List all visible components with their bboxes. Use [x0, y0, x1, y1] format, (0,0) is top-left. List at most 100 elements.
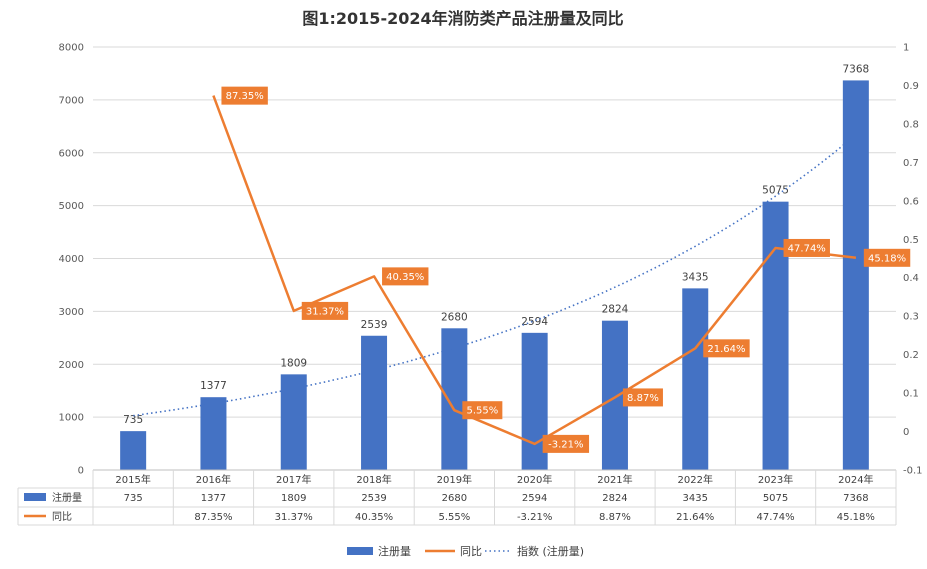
line-label-box: [221, 86, 268, 105]
line-label-box: [703, 339, 750, 358]
legend-label: 注册量: [378, 544, 411, 558]
y-left-tick-label: 7000: [59, 95, 84, 106]
bar: [441, 328, 468, 470]
line-label-box: [542, 434, 590, 453]
y-left-tick-label: 8000: [59, 43, 84, 54]
table-cell: 7368: [843, 493, 868, 504]
table-cell: 47.74%: [756, 512, 794, 523]
bar-value-label: 1377: [200, 380, 227, 392]
table-cell: 2680: [442, 493, 467, 504]
bar: [682, 288, 709, 470]
x-tick-label: 2021年: [597, 473, 632, 486]
y-left-tick-label: 6000: [59, 148, 84, 159]
table-row-label: 注册量: [52, 491, 82, 504]
left-axis: 0 1000 2000 3000 4000 5000 6000 7000 8000: [59, 43, 84, 477]
line-value-label: -3.21%: [548, 439, 583, 450]
table-cell: 40.35%: [355, 512, 393, 523]
table-cell: 87.35%: [194, 512, 232, 523]
y-left-tick-label: 2000: [59, 360, 84, 371]
trendline-series: [133, 134, 857, 417]
y-right-tick-label: -0.1: [903, 466, 923, 477]
table-cell: 1809: [281, 493, 306, 504]
legend-swatch: [347, 547, 373, 555]
bar-value-label: 2539: [361, 319, 388, 331]
x-tick-label: 2024年: [838, 473, 873, 486]
table-cell: 31.37%: [275, 512, 313, 523]
y-left-tick-label: 0: [78, 466, 84, 477]
y-right-tick-label: 0.6: [903, 196, 919, 207]
y-right-tick-label: 0.3: [903, 312, 919, 323]
bar-value-label: 2594: [521, 316, 548, 328]
table-cell: 3435: [683, 493, 708, 504]
legend-label: 指数 (注册量): [517, 544, 584, 558]
y-right-tick-label: 0.1: [903, 389, 919, 400]
y-right-tick-label: 0.8: [903, 119, 919, 130]
line-value-label: 5.55%: [466, 406, 498, 417]
line-value-label: 31.37%: [306, 306, 344, 317]
table-cell: 45.18%: [837, 512, 875, 523]
bar: [200, 397, 227, 470]
data-table: 2015年 735 2016年 1377 87.35% 2017年 1809 31.37% 20…: [17, 469, 897, 526]
legend-label: 同比: [460, 545, 482, 558]
bar-value-label: 7368: [842, 63, 869, 75]
line-path: [212, 95, 857, 446]
table-cell: 2594: [522, 493, 547, 504]
line-series: 87.35% 31.37% 40.35% 5.55% -3.21% 8.87% 21.64%…: [212, 86, 911, 453]
y-right-tick-label: 1: [903, 43, 909, 54]
y-left-tick-label: 1000: [59, 413, 84, 424]
line-value-label: 45.18%: [868, 253, 906, 264]
table-cell: 2539: [361, 493, 386, 504]
line-label-box: [622, 388, 663, 407]
line-label-box: [462, 401, 503, 420]
line-label-box: [301, 301, 349, 320]
y-left-tick-label: 4000: [59, 254, 84, 265]
bar: [842, 80, 869, 471]
table-cell: 5075: [763, 493, 788, 504]
bar-value-label: 735: [123, 414, 143, 426]
table-cell: 21.64%: [676, 512, 714, 523]
y-right-tick-label: 0.4: [903, 273, 919, 284]
y-right-tick-label: 0.9: [903, 81, 919, 92]
chart-title: 图1:2015-2024年消防类产品注册量及同比: [302, 9, 623, 28]
y-left-tick-label: 5000: [59, 201, 84, 212]
line-label-box: [783, 238, 830, 257]
bar: [361, 335, 388, 470]
x-tick-label: 2019年: [437, 473, 472, 486]
right-axis: -0.1 0 0.1 0.2 0.3 0.4 0.5 0.6 0.7 0.8 0.9 1: [903, 43, 923, 477]
line-value-label: 8.87%: [627, 393, 659, 404]
line-value-label: 87.35%: [226, 91, 264, 102]
y-left-tick-label: 3000: [59, 307, 84, 318]
trendline: [133, 134, 857, 417]
line-value-label: 47.74%: [788, 243, 826, 254]
bar-value-label: 1809: [280, 357, 307, 369]
table-cell: 735: [124, 493, 143, 504]
x-tick-label: 2023年: [758, 473, 793, 486]
y-right-tick-label: 0.5: [903, 235, 919, 246]
line-label-box: [382, 267, 429, 286]
table-cell: -3.21%: [517, 512, 552, 523]
table-cell: 1377: [201, 493, 226, 504]
line-value-label: 21.64%: [707, 344, 745, 355]
bar-value-label: 5075: [762, 185, 789, 197]
y-right-tick-label: 0.7: [903, 158, 919, 169]
x-tick-label: 2020年: [517, 473, 552, 486]
table-row-label: 同比: [52, 511, 72, 523]
y-right-tick-label: 0.2: [903, 350, 919, 361]
x-tick-label: 2015年: [115, 473, 150, 486]
table-cell: 8.87%: [599, 512, 631, 523]
x-tick-label: 2017年: [276, 473, 311, 486]
table-bar-key: [24, 493, 46, 501]
bar: [120, 431, 147, 470]
x-tick-label: 2022年: [678, 473, 713, 486]
line-label-box: [863, 248, 911, 267]
bar-value-label: 2824: [602, 304, 629, 316]
y-right-tick-label: 0: [903, 427, 909, 438]
bar-value-label: 3435: [682, 271, 709, 283]
table-cell: 2824: [602, 493, 627, 504]
line-value-label: 40.35%: [386, 272, 424, 283]
x-tick-label: 2016年: [196, 473, 231, 486]
table-cell: 5.55%: [438, 512, 470, 523]
bar-series: 735 1377 1809 2539 2680 2594 2824 3435 5075 7368: [120, 63, 869, 471]
x-tick-label: 2018年: [356, 473, 391, 486]
